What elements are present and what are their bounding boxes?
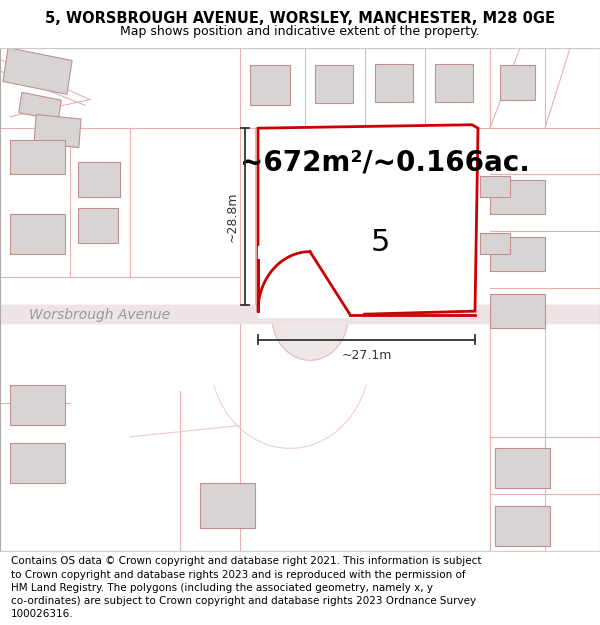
Text: Worsbrough Avenue: Worsbrough Avenue: [29, 308, 170, 321]
Text: Map shows position and indicative extent of the property.: Map shows position and indicative extent…: [120, 24, 480, 38]
Bar: [295, 157, 385, 248]
Bar: [10, 214, 65, 254]
Bar: [435, 64, 473, 102]
Text: 5: 5: [370, 228, 389, 257]
Bar: [315, 65, 353, 103]
Bar: [495, 506, 550, 546]
Bar: [10, 139, 65, 174]
Bar: [78, 208, 118, 242]
Polygon shape: [258, 246, 310, 314]
Text: ~28.8m: ~28.8m: [226, 191, 239, 242]
Text: ~672m²/~0.166ac.: ~672m²/~0.166ac.: [240, 149, 530, 176]
Bar: [19, 92, 61, 121]
Bar: [375, 64, 413, 102]
Polygon shape: [272, 268, 348, 311]
Bar: [250, 65, 290, 105]
Polygon shape: [258, 125, 478, 314]
Bar: [490, 294, 545, 328]
Bar: [200, 482, 255, 528]
Text: Contains OS data © Crown copyright and database right 2021. This information is : Contains OS data © Crown copyright and d…: [11, 556, 481, 619]
Bar: [78, 162, 120, 197]
Text: 5, WORSBROUGH AVENUE, WORSLEY, MANCHESTER, M28 0GE: 5, WORSBROUGH AVENUE, WORSLEY, MANCHESTE…: [45, 11, 555, 26]
Text: ~27.1m: ~27.1m: [341, 349, 392, 362]
Polygon shape: [272, 317, 348, 360]
Bar: [34, 114, 81, 148]
Bar: [3, 48, 72, 94]
Bar: [480, 176, 510, 197]
Bar: [490, 179, 545, 214]
Polygon shape: [258, 263, 362, 317]
Bar: [490, 237, 545, 271]
Bar: [480, 233, 510, 254]
Bar: [10, 442, 65, 483]
Bar: [10, 386, 65, 426]
Bar: [500, 65, 535, 99]
Bar: [495, 448, 550, 488]
